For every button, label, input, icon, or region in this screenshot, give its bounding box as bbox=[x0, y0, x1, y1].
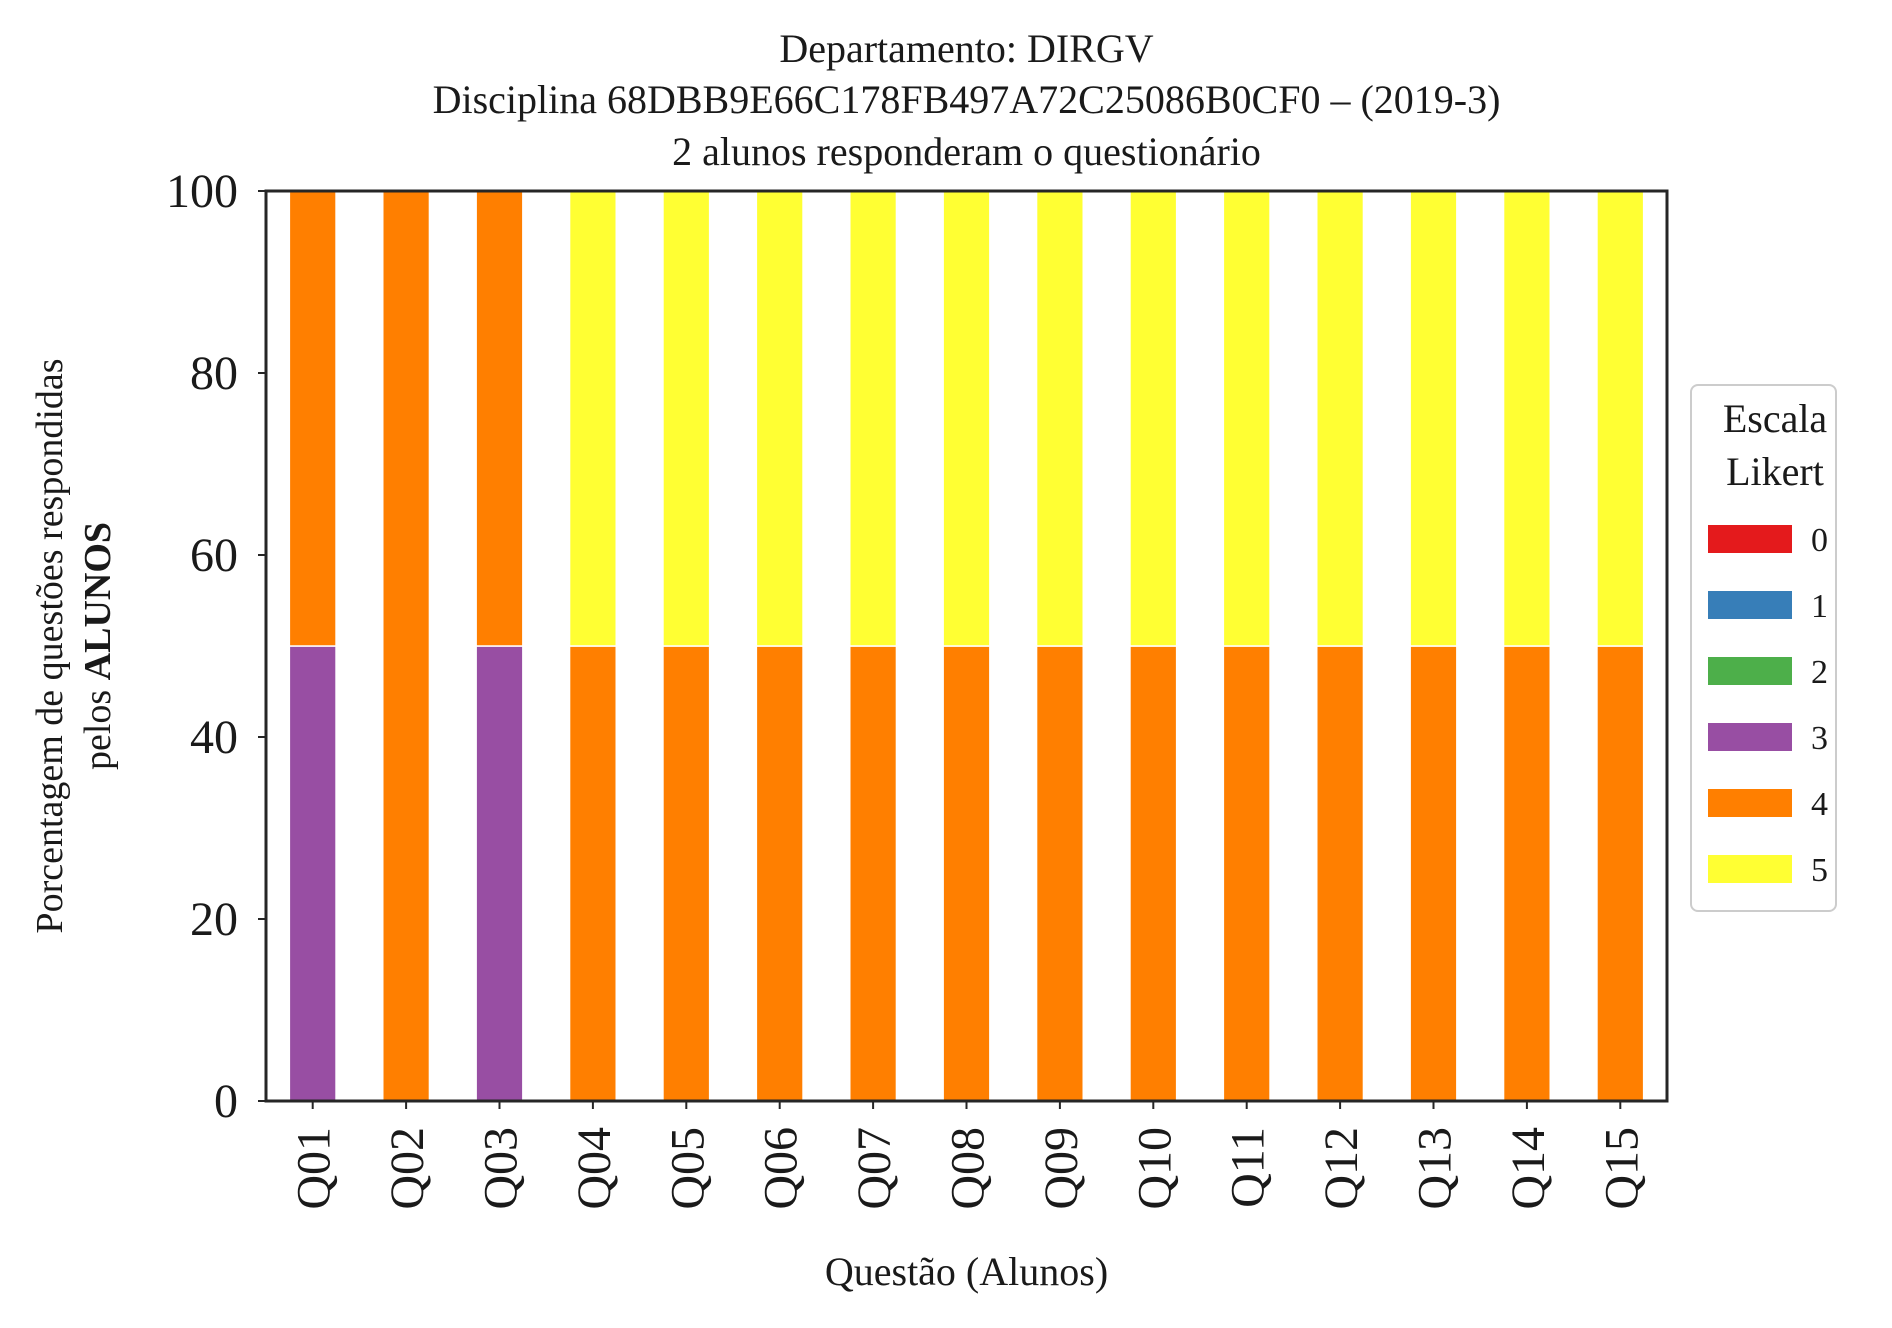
bar-segment-q10-level-4 bbox=[1129, 645, 1178, 1102]
bar-segment-q01-level-3 bbox=[288, 645, 337, 1102]
bar-segment-q05-level-4 bbox=[662, 645, 711, 1102]
x-tick-label: Q09 bbox=[1035, 1127, 1088, 1210]
x-tick-label: Q13 bbox=[1409, 1127, 1462, 1210]
x-tick-label: Q10 bbox=[1128, 1127, 1181, 1210]
bar-segment-q08-level-5 bbox=[942, 190, 991, 647]
x-tick-label: Q11 bbox=[1222, 1127, 1275, 1208]
bar-segment-q07-level-5 bbox=[849, 190, 898, 647]
x-tick-label: Q03 bbox=[475, 1127, 528, 1210]
legend-swatch-1 bbox=[1708, 591, 1792, 619]
legend-box bbox=[1690, 384, 1837, 912]
y-tick-label: 40 bbox=[190, 711, 238, 764]
x-tick-label: Q07 bbox=[848, 1127, 901, 1210]
bar-segment-q14-level-5 bbox=[1502, 190, 1552, 647]
legend-title: Escala bbox=[1723, 396, 1828, 441]
chart-title-line: 2 alunos responderam o questionário bbox=[672, 129, 1261, 174]
bar-segment-q12-level-5 bbox=[1316, 190, 1365, 647]
legend-swatch-0 bbox=[1708, 525, 1792, 553]
bar-segment-q15-level-4 bbox=[1596, 645, 1645, 1102]
bar-segment-q09-level-5 bbox=[1035, 190, 1085, 647]
chart-title-line: Disciplina 68DBB9E66C178FB497A72C25086B0… bbox=[433, 77, 1501, 122]
legend-swatch-2 bbox=[1708, 657, 1792, 685]
axes: 0 20 40 60 80 100 Q01 Q02 Q03 Q04 Q05 Q06 Q07 Q08 Q09 Q… bbox=[166, 165, 1669, 1210]
bar-segment-q11-level-5 bbox=[1222, 190, 1271, 647]
legend-label: 2 bbox=[1811, 654, 1828, 691]
chart-title: Departamento: DIRGV Disciplina 68DBB9E66C… bbox=[433, 26, 1501, 174]
bar-segment-q15-level-5 bbox=[1596, 190, 1645, 647]
x-axis-label: Questão (Alunos) bbox=[825, 1249, 1108, 1294]
y-tick-label: 80 bbox=[190, 347, 238, 400]
bars bbox=[288, 190, 1645, 1102]
x-tick-label: Q05 bbox=[661, 1127, 714, 1210]
legend-title: Likert bbox=[1726, 449, 1824, 494]
legend-swatch-5 bbox=[1708, 855, 1792, 883]
legend: Escala Likert 0 1 2 3 4 5 bbox=[1690, 384, 1837, 912]
bar-segment-q10-level-5 bbox=[1129, 190, 1178, 647]
bar-segment-q12-level-4 bbox=[1316, 645, 1365, 1102]
y-axis-label-line1: Porcentagem de questões respondidas bbox=[29, 358, 71, 933]
x-tick-label: Q06 bbox=[755, 1127, 808, 1210]
x-tick-label: Q02 bbox=[381, 1127, 434, 1210]
x-tick-label: Q04 bbox=[568, 1127, 621, 1210]
bar-segment-q01-level-4 bbox=[288, 190, 337, 647]
legend-swatch-3 bbox=[1708, 723, 1792, 751]
bar-segment-q13-level-4 bbox=[1409, 645, 1458, 1102]
x-tick-label: Q01 bbox=[288, 1127, 341, 1210]
y-axis-label-prefix: pelos bbox=[77, 680, 119, 770]
legend-label: 5 bbox=[1811, 852, 1828, 889]
y-tick-label: 20 bbox=[190, 893, 238, 946]
y-axis-label-bold: ALUNOS bbox=[77, 522, 119, 680]
y-axis-label: Porcentagem de questões respondidas pelos… bbox=[29, 358, 119, 933]
x-tick-label: Q08 bbox=[942, 1127, 995, 1210]
y-tick-label: 60 bbox=[190, 529, 238, 582]
bar-segment-q05-level-5 bbox=[662, 190, 711, 647]
x-tick-label: Q12 bbox=[1315, 1127, 1368, 1210]
legend-label: 3 bbox=[1811, 720, 1828, 757]
bar-segment-q02-level-4 bbox=[382, 190, 431, 1102]
bar-segment-q07-level-4 bbox=[849, 645, 898, 1102]
bar-segment-q06-level-4 bbox=[755, 645, 804, 1102]
bar-segment-q03-level-4 bbox=[475, 190, 524, 647]
legend-label: 0 bbox=[1811, 522, 1828, 559]
bar-segment-q11-level-4 bbox=[1222, 645, 1271, 1102]
bar-segment-q03-level-3 bbox=[475, 645, 524, 1102]
legend-swatch-4 bbox=[1708, 789, 1792, 817]
legend-label: 4 bbox=[1811, 786, 1828, 823]
bar-segment-q04-level-4 bbox=[568, 645, 617, 1102]
bar-segment-q06-level-5 bbox=[755, 190, 804, 647]
y-axis-label-line2: pelos ALUNOS bbox=[77, 522, 119, 770]
y-tick-label: 100 bbox=[166, 165, 238, 218]
legend-label: 1 bbox=[1811, 588, 1828, 625]
bar-segment-q14-level-4 bbox=[1502, 645, 1552, 1102]
bar-segment-q09-level-4 bbox=[1035, 645, 1085, 1102]
y-tick-label: 0 bbox=[214, 1075, 238, 1128]
bar-segment-q08-level-4 bbox=[942, 645, 991, 1102]
chart-title-line: Departamento: DIRGV bbox=[779, 26, 1153, 71]
bar-segment-q04-level-5 bbox=[568, 190, 617, 647]
x-axis-label: Questão (Alunos) bbox=[825, 1249, 1108, 1294]
x-tick-label: Q14 bbox=[1502, 1127, 1555, 1210]
bar-segment-q13-level-5 bbox=[1409, 190, 1458, 647]
x-tick-label: Q15 bbox=[1595, 1127, 1648, 1210]
